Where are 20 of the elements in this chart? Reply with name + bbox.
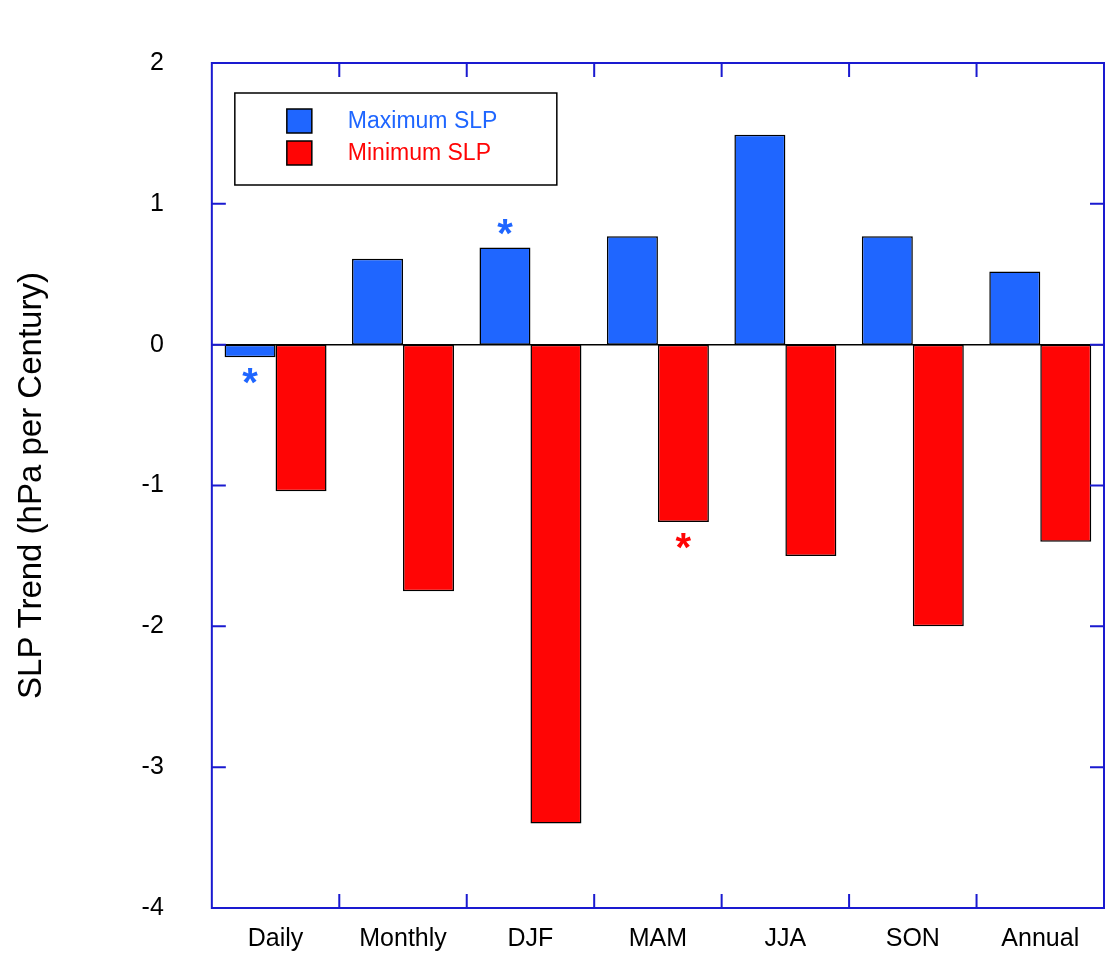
y-tick-label: -1 <box>141 469 164 498</box>
x-tick-label: DJF <box>507 922 554 951</box>
y-tick-label: -4 <box>141 891 164 920</box>
annotation: * <box>242 360 259 405</box>
annotation: * <box>675 525 692 570</box>
x-tick-label: MAM <box>628 922 688 951</box>
y-tick-label: 1 <box>149 187 164 216</box>
legend-label: Maximum SLP <box>347 107 498 134</box>
x-tick-label: Annual <box>1001 922 1080 951</box>
y-tick-label: -3 <box>141 751 164 780</box>
x-tick-label: SON <box>885 922 940 951</box>
y-tick-label: 2 <box>149 46 164 75</box>
y-axis-title: SLP Trend (hPa per Century) <box>10 272 48 699</box>
x-tick-label: JJA <box>764 922 807 951</box>
legend-label: Minimum SLP <box>347 139 491 166</box>
x-tick-label: Daily <box>247 922 304 951</box>
x-tick-label: Monthly <box>359 922 448 951</box>
y-tick-label: -2 <box>141 610 164 639</box>
y-tick-label: 0 <box>149 328 164 357</box>
annotation: * <box>497 210 514 255</box>
